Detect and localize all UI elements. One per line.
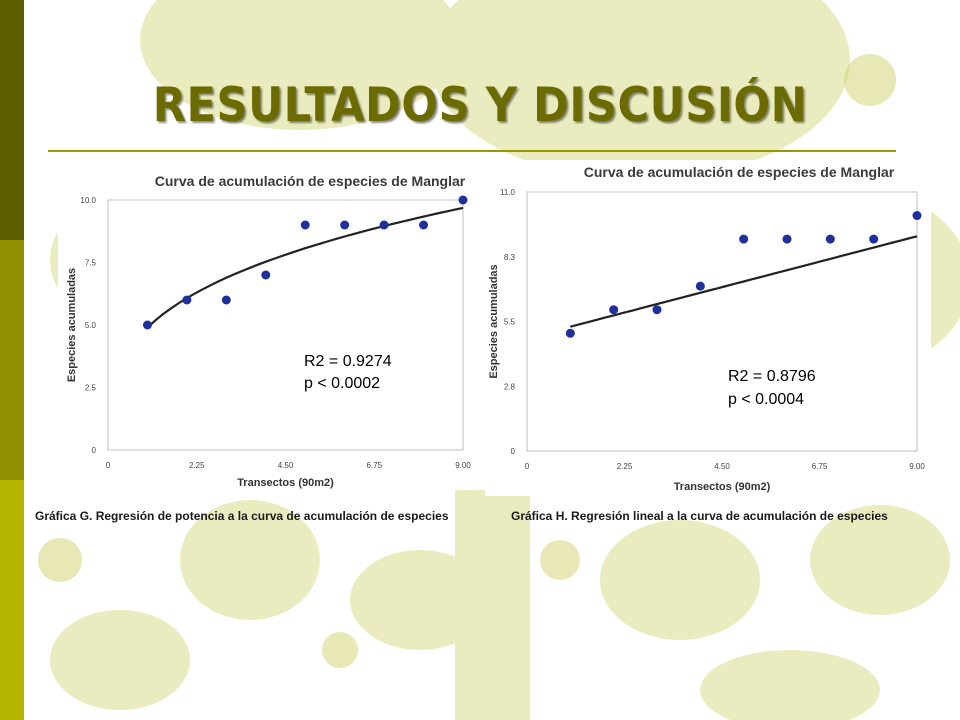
chart-h-x-tick-label: 6.75 [812,462,828,471]
chart-h-data-point [869,234,879,244]
chart-h-p-value: p < 0.0004 [728,391,805,408]
chart-g-x-axis-label: Transectos (90m2) [237,477,334,489]
chart-h-data-point [782,234,792,244]
chart-g-r2: R2 = 0.9274 [304,353,392,370]
chart-h-y-tick-label: 0 [511,447,516,456]
chart-h-y-tick-label: 5.5 [504,318,516,327]
chart-h-x-axis-label: Transectos (90m2) [674,481,771,493]
chart-g-data-point [261,270,271,280]
chart-g-title: Curva de acumulación de especies de Mang… [155,173,466,189]
chart-g-data-point [300,220,310,230]
chart-h-data-point [609,305,619,315]
chart-g-x-tick-label: 4.50 [278,461,294,470]
chart-h-data-point [825,234,835,244]
chart-h-y-tick-label: 8.3 [504,253,516,262]
chart-g-y-tick-label: 10.0 [80,196,96,205]
chart-g-data-point [182,295,192,305]
left-bar-dark [0,0,24,240]
chart-h: Curva de acumulación de especies de Mang… [488,164,925,493]
chart-g-y-tick-label: 7.5 [85,259,97,268]
chart-g-panel: Curva de acumulación de especies de Mang… [58,168,490,490]
chart-g-data-point [340,220,350,230]
chart-g: Curva de acumulación de especies de Mang… [66,173,471,489]
chart-h-y-axis-label: Especies acumuladas [488,264,500,378]
chart-g-x-tick-label: 6.75 [366,461,382,470]
chart-h-title: Curva de acumulación de especies de Mang… [584,164,895,180]
chart-g-y-tick-label: 5.0 [85,321,97,330]
chart-g-data-point [142,320,152,330]
chart-h-x-tick-label: 4.50 [714,462,730,471]
chart-g-data-point [419,220,429,230]
left-bar-light [0,480,24,720]
chart-h-x-tick-label: 9.00 [909,462,925,471]
chart-g-data-point [221,295,231,305]
chart-h-r2: R2 = 0.8796 [728,368,816,385]
chart-h-fit-line [570,235,918,328]
chart-h-data-point [739,234,749,244]
chart-g-data-point [379,220,389,230]
chart-g-y-tick-label: 2.5 [85,384,97,393]
chart-g-y-axis-label: Especies acumuladas [66,268,78,382]
chart-g-caption: Gráfica G. Regresión de potencia a la cu… [35,509,449,523]
chart-h-plot-frame [526,191,918,452]
chart-h-caption: Gráfica H. Regresión lineal a la curva d… [511,509,888,523]
chart-h-y-tick-label: 11.0 [500,188,516,197]
chart-g-y-tick-label: 0 [92,446,97,455]
chart-g-x-tick-label: 9.00 [455,461,471,470]
chart-h-data-point [912,211,922,221]
title-rule [48,150,896,152]
chart-h-y-tick-label: 2.8 [504,382,516,391]
chart-h-data-point [695,281,705,291]
chart-g-x-tick-label: 2.25 [189,461,205,470]
chart-h-panel: Curva de acumulación de especies de Mang… [485,160,931,496]
chart-g-plot-frame [107,199,464,451]
chart-g-p-value: p < 0.0002 [304,375,381,392]
chart-g-fit-line [146,206,464,329]
chart-h-x-tick-label: 2.25 [617,462,633,471]
chart-g-data-point [458,195,468,205]
chart-h-data-point [652,305,662,315]
chart-h-data-point [565,328,575,338]
slide-title: RESULTADOS Y DISCUSIÓN [152,78,808,133]
chart-g-x-tick-label: 0 [106,461,111,470]
chart-h-x-tick-label: 0 [525,462,530,471]
left-bar-mid [0,240,24,480]
